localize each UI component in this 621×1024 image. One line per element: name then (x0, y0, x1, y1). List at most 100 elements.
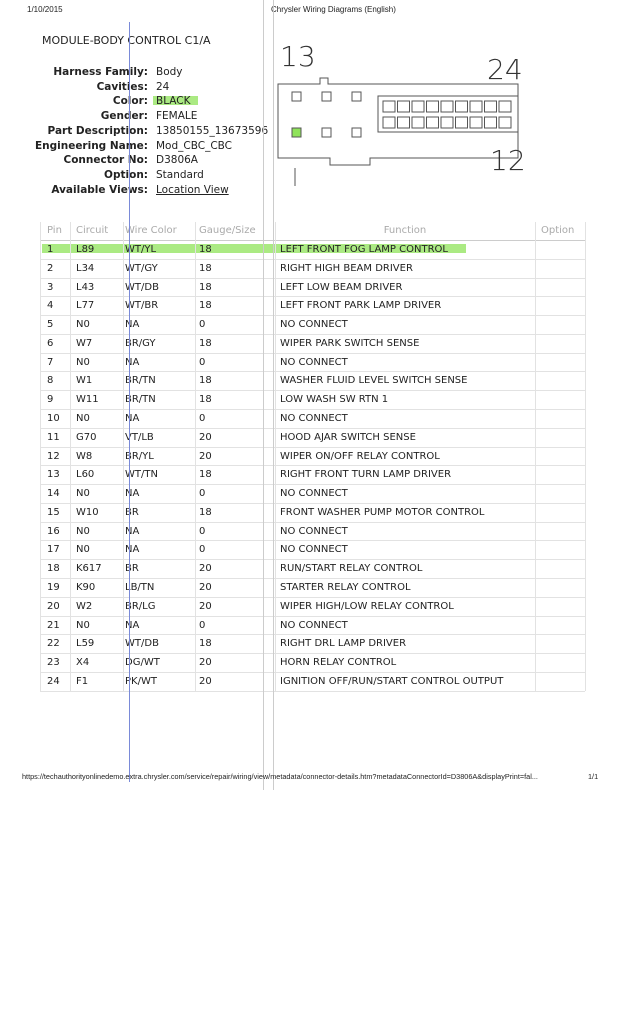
row-line (40, 671, 585, 673)
pin-label: 12 (490, 144, 526, 177)
cell: 3 (47, 281, 54, 293)
cell: 14 (47, 488, 60, 500)
detail-label: Harness Family: (53, 66, 148, 78)
cell: VT/LB (125, 431, 154, 443)
column-line (123, 222, 124, 691)
detail-value: FEMALE (156, 110, 198, 123)
cell: NO CONNECT (280, 544, 348, 556)
cavity (455, 116, 468, 129)
cell: W8 (76, 450, 93, 462)
cell: DG/WT (125, 657, 160, 669)
cell: W10 (76, 506, 99, 518)
column-header: Option (541, 225, 575, 236)
row-line (40, 540, 585, 542)
cell: NA (125, 544, 140, 556)
column-line (40, 222, 41, 691)
cell: 10 (47, 413, 60, 425)
detail-value[interactable]: Location View (156, 183, 229, 196)
detail-value: Mod_CBC_CBC (156, 139, 233, 152)
cell: 18 (199, 506, 212, 518)
cell: 16 (47, 525, 60, 537)
footer-page: 1/1 (588, 772, 599, 781)
cell: LEFT FRONT PARK LAMP DRIVER (280, 300, 442, 312)
cell: W1 (76, 375, 93, 387)
cell: BR/LG (125, 600, 156, 612)
cell: 0 (199, 619, 206, 631)
cell: G70 (76, 431, 97, 443)
cell: 17 (47, 544, 60, 556)
detail-value: Body (156, 66, 183, 78)
cell: NO CONNECT (280, 525, 348, 537)
cell: F1 (76, 675, 89, 687)
cell: NO CONNECT (280, 619, 348, 631)
row-line (40, 446, 585, 448)
scan-line (129, 22, 130, 782)
row-line (40, 690, 585, 692)
print-title: Chrysler Wiring Diagrams (English) (271, 5, 396, 14)
cell: LEFT LOW BEAM DRIVER (280, 281, 403, 293)
cell: 0 (199, 544, 206, 556)
cell: 21 (47, 619, 60, 631)
column-header: Wire Color (125, 225, 177, 236)
pin-label: 1 (289, 160, 307, 193)
cell: HOOD AJAR SWITCH SENSE (280, 431, 416, 443)
column-line (195, 222, 196, 691)
cell: L34 (76, 262, 95, 274)
column-header: Pin (47, 225, 62, 236)
cell: WIPER HIGH/LOW RELAY CONTROL (280, 600, 454, 612)
cavity (426, 116, 439, 129)
cell: WT/TN (125, 469, 158, 481)
row-line (40, 409, 585, 411)
row-line (40, 352, 585, 354)
row-line (40, 296, 585, 298)
row-line (40, 390, 585, 392)
cell: 0 (199, 319, 206, 331)
cavity (498, 116, 512, 129)
cell: K90 (76, 582, 96, 594)
cell: NA (125, 619, 140, 631)
cell: WT/DB (125, 281, 159, 293)
module-title: MODULE-BODY CONTROL C1/A (42, 34, 211, 47)
row-line (40, 634, 585, 636)
cell: STARTER RELAY CONTROL (280, 582, 411, 594)
highlight (42, 244, 466, 253)
cell: 18 (47, 563, 60, 575)
row-line (40, 484, 585, 486)
footer-url: https://techauthorityonlinedemo.extra.ch… (22, 772, 538, 781)
cell: 20 (199, 563, 212, 575)
cell: 18 (199, 300, 212, 312)
cavity (455, 100, 468, 113)
scan-fold (263, 0, 274, 790)
cavity (440, 100, 454, 113)
pin-label: 24 (487, 53, 523, 86)
cell: HORN RELAY CONTROL (280, 657, 397, 669)
detail-label: Cavities: (96, 80, 148, 93)
cavity (382, 100, 396, 113)
cell: BR (125, 563, 139, 575)
cell: K617 (76, 563, 102, 575)
cell: N0 (76, 619, 90, 631)
cell: WT/YL (125, 244, 157, 255)
cell: 13 (47, 469, 60, 481)
cell: RIGHT DRL LAMP DRIVER (280, 638, 407, 650)
column-line (585, 222, 586, 691)
cell: W11 (76, 394, 99, 406)
cell: RUN/START RELAY CONTROL (280, 563, 423, 575)
cavity (484, 100, 497, 113)
cell: N0 (76, 356, 90, 368)
cavity (411, 100, 425, 113)
detail-label: Color: (112, 95, 148, 108)
cell: 5 (47, 319, 54, 331)
row-line (40, 315, 585, 317)
cell: 12 (47, 450, 60, 462)
cell: L59 (76, 638, 95, 650)
column-header: Circuit (76, 225, 109, 236)
cavity (411, 116, 425, 129)
cell: 7 (47, 356, 54, 368)
column-line (535, 222, 536, 691)
table-header-bg (40, 222, 585, 241)
cavity (440, 116, 454, 129)
cell: BR/TN (125, 394, 156, 406)
cell: NA (125, 525, 140, 537)
